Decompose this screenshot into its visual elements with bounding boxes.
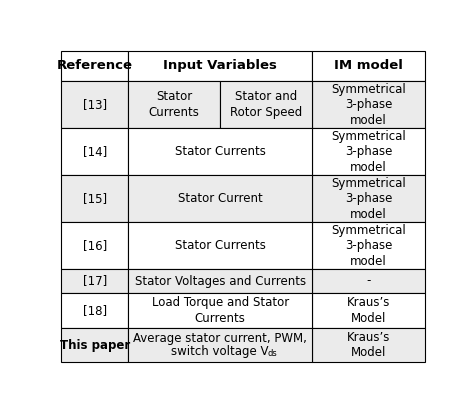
Text: switch voltage V: switch voltage V (172, 345, 269, 358)
Text: Symmetrical
3-phase
model: Symmetrical 3-phase model (331, 177, 406, 220)
Text: Load Torque and Stator
Currents: Load Torque and Stator Currents (152, 296, 289, 325)
Bar (128, 128, 312, 175)
Text: Stator Voltages and Currents: Stator Voltages and Currents (135, 274, 306, 288)
Bar (61, 328, 128, 362)
Text: Reference: Reference (57, 59, 133, 72)
Text: Stator Currents: Stator Currents (175, 145, 265, 158)
Bar (312, 81, 425, 128)
Bar (61, 51, 128, 81)
Bar (128, 222, 312, 269)
Bar (312, 128, 425, 175)
Bar (61, 222, 128, 269)
Text: Average stator current, PWM,: Average stator current, PWM, (133, 332, 307, 345)
Bar (312, 222, 425, 269)
Text: This paper: This paper (60, 339, 130, 352)
Text: ds: ds (268, 348, 278, 357)
Bar (128, 328, 312, 362)
Text: [17]: [17] (82, 274, 107, 288)
Text: Kraus’s
Model: Kraus’s Model (346, 331, 390, 360)
Text: [13]: [13] (82, 98, 107, 111)
Bar (312, 293, 425, 328)
Text: Stator and
Rotor Speed: Stator and Rotor Speed (230, 90, 302, 119)
Text: Symmetrical
3-phase
model: Symmetrical 3-phase model (331, 224, 406, 267)
Bar (61, 81, 128, 128)
Text: [14]: [14] (82, 145, 107, 158)
Text: Kraus’s
Model: Kraus’s Model (346, 296, 390, 325)
Text: [16]: [16] (82, 239, 107, 252)
Bar (312, 328, 425, 362)
Bar (128, 81, 220, 128)
Text: Stator Currents: Stator Currents (175, 239, 265, 252)
Bar (61, 293, 128, 328)
Bar (128, 175, 312, 222)
Bar (61, 128, 128, 175)
Text: [15]: [15] (82, 192, 107, 205)
Text: Stator Current: Stator Current (178, 192, 263, 205)
Text: Symmetrical
3-phase
model: Symmetrical 3-phase model (331, 83, 406, 127)
Text: Stator
Currents: Stator Currents (149, 90, 200, 119)
Text: IM model: IM model (334, 59, 403, 72)
Bar (312, 51, 425, 81)
Bar (220, 81, 312, 128)
Text: -: - (366, 274, 371, 288)
Bar (128, 293, 312, 328)
Bar (312, 175, 425, 222)
Text: Symmetrical
3-phase
model: Symmetrical 3-phase model (331, 130, 406, 173)
Bar (128, 269, 312, 293)
Bar (61, 269, 128, 293)
Bar (312, 269, 425, 293)
Text: Input Variables: Input Variables (163, 59, 277, 72)
Bar (61, 175, 128, 222)
Bar (128, 51, 312, 81)
Text: [18]: [18] (82, 304, 107, 317)
